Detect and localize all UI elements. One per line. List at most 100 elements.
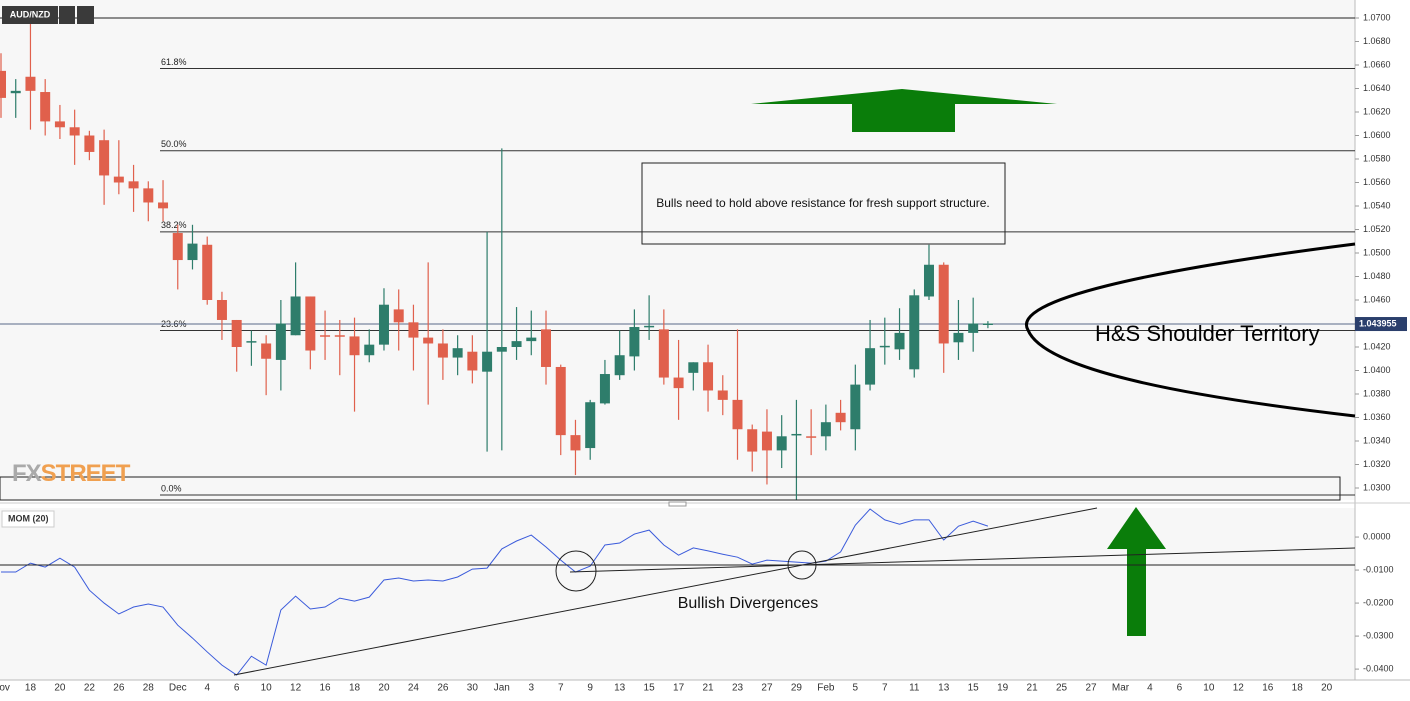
last-price-badge <box>1355 317 1407 332</box>
y-tick-label: -0.0400 <box>1363 663 1394 673</box>
divider-handle[interactable] <box>668 501 687 507</box>
x-tick-label: 18 <box>25 683 37 694</box>
y-tick-label: 1.0680 <box>1363 36 1391 46</box>
plot-layer: 1.0300 1.0320 1.0340 1.0360 1.0380 1.0400 1.04… <box>0 9 1407 694</box>
x-tick-label: 26 <box>437 683 449 694</box>
y-tick-label: 1.0640 <box>1363 83 1391 93</box>
candle-body <box>585 402 596 449</box>
symbol-badge[interactable] <box>2 6 58 24</box>
candle-body <box>261 343 272 359</box>
candle-body <box>143 188 154 203</box>
candle-body <box>968 323 979 333</box>
x-tick-label: 9 <box>587 683 593 694</box>
candle-body <box>879 345 890 348</box>
x-tick-label: 17 <box>673 683 685 694</box>
y-tick-label: 1.0320 <box>1363 459 1391 469</box>
candle-body <box>894 332 905 350</box>
annotation: Bullish Divergences <box>678 595 819 612</box>
candle-body <box>113 176 124 183</box>
candle-body <box>614 355 625 376</box>
candle-body <box>850 384 861 430</box>
x-tick-label: 20 <box>54 683 66 694</box>
candle-body <box>599 374 610 404</box>
x-tick-label: Jan <box>494 683 510 694</box>
candle-body <box>467 351 478 371</box>
y-tick-label: -0.0200 <box>1363 597 1394 607</box>
x-tick-label: 28 <box>143 683 155 694</box>
candle-body <box>791 433 802 436</box>
x-tick-label: 12 <box>290 683 302 694</box>
candle-body <box>570 435 581 451</box>
x-tick-label: 16 <box>319 683 331 694</box>
candle-body <box>158 202 169 209</box>
fib-label: 38.2% <box>161 220 187 230</box>
y-tick-label: 1.0300 <box>1363 482 1391 492</box>
candle-body <box>10 90 21 94</box>
candle-body <box>172 233 183 261</box>
x-tick-label: Mar <box>1112 683 1130 694</box>
x-tick-label: 13 <box>614 683 626 694</box>
x-tick-label: 16 <box>1262 683 1274 694</box>
x-tick-label: 15 <box>644 683 656 694</box>
y-tick-label: 1.0360 <box>1363 412 1391 422</box>
x-tick-label: 23 <box>732 683 744 694</box>
last-price-label: 1.043955 <box>1359 318 1397 328</box>
shoulder-curve <box>1024 242 1356 418</box>
fib-label: 61.8% <box>161 57 187 67</box>
up-arrow <box>1107 507 1166 636</box>
candle-body <box>40 92 51 122</box>
candle-body <box>128 181 139 189</box>
x-tick-label: 3 <box>528 683 534 694</box>
candle-body <box>437 343 448 358</box>
candle-body <box>835 412 846 423</box>
candle-body <box>526 337 537 342</box>
candle-body <box>982 323 993 325</box>
y-tick-label: 1.0620 <box>1363 106 1391 116</box>
candle-body <box>408 322 419 338</box>
y-tick-label: 1.0600 <box>1363 130 1391 140</box>
refresh-button[interactable] <box>59 6 75 24</box>
x-tick-label: 4 <box>1147 683 1153 694</box>
x-tick-label: 27 <box>761 683 773 694</box>
x-tick-label: 11 <box>909 683 920 694</box>
candle-body <box>275 323 286 360</box>
settings-button[interactable] <box>77 6 94 24</box>
candle-body <box>747 429 758 452</box>
y-tick-label: 1.0420 <box>1363 341 1391 351</box>
candle-body <box>349 336 360 356</box>
x-tick-label: 29 <box>791 683 803 694</box>
y-tick-label: 1.0540 <box>1363 200 1391 210</box>
x-tick-label: Dec <box>169 683 187 694</box>
symbol-label: AUD/NZD <box>10 9 51 19</box>
y-tick-label: 1.0500 <box>1363 247 1391 257</box>
y-tick-label: 1.0580 <box>1363 153 1391 163</box>
x-tick-label: 7 <box>882 683 888 694</box>
y-tick-label: 1.0700 <box>1363 12 1391 22</box>
candle-body <box>953 332 964 343</box>
x-tick-label: 4 <box>204 683 210 694</box>
price-panel <box>0 0 1355 500</box>
x-tick-label: 26 <box>113 683 125 694</box>
y-tick-label: 1.0520 <box>1363 224 1391 234</box>
candle-body <box>644 325 655 328</box>
candle-body <box>673 377 684 389</box>
candle-body <box>393 309 404 323</box>
trend-line <box>233 507 1098 676</box>
range-box <box>0 476 1341 501</box>
candle-body <box>658 329 669 378</box>
y-tick-label: 1.0460 <box>1363 294 1391 304</box>
candle-body <box>909 295 920 370</box>
x-tick-label: 21 <box>1027 683 1039 694</box>
x-tick-label: 22 <box>84 683 96 694</box>
x-tick-label: 30 <box>467 683 479 694</box>
y-tick-label: 1.0660 <box>1363 59 1391 69</box>
candle-body <box>496 347 507 352</box>
y-tick-label: 1.0340 <box>1363 435 1391 445</box>
candle-body <box>820 422 831 437</box>
x-tick-label: 13 <box>938 683 950 694</box>
fib-label: 50.0% <box>161 139 187 149</box>
candle-body <box>511 341 522 347</box>
candle-body <box>69 127 80 136</box>
candle-body <box>555 366 566 436</box>
candle-body <box>54 121 65 128</box>
